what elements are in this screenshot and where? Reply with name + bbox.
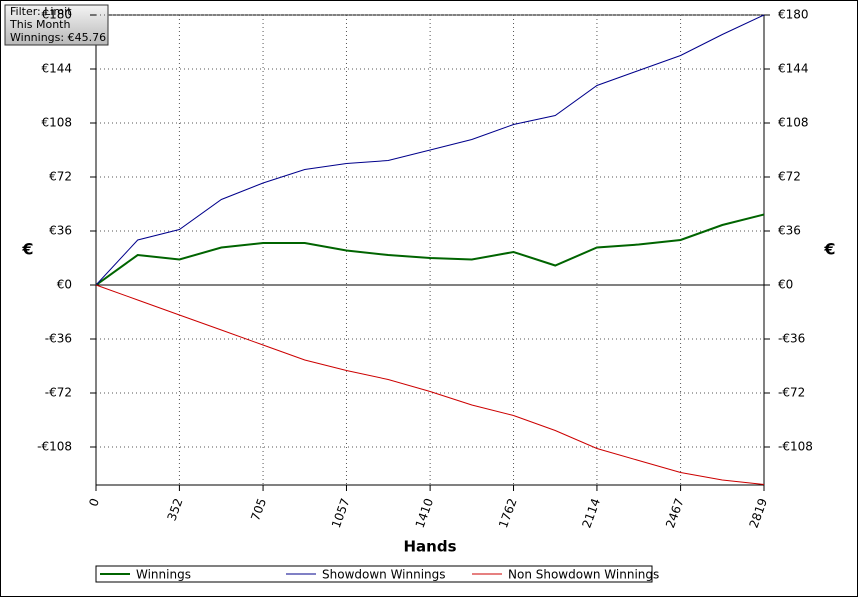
legend [95, 565, 653, 583]
series-line [95, 284, 765, 486]
x-axis-label: Hands [403, 538, 456, 556]
legend-label: Non Showdown Winnings [508, 568, 659, 582]
legend-label: Showdown Winnings [322, 568, 446, 582]
series-line [95, 213, 765, 286]
y2-tick-label: -€72 [778, 386, 805, 400]
y2-tick-label: €36 [778, 224, 801, 238]
y2-tick-label: -€108 [778, 440, 813, 454]
x-tick-label: 0 [86, 496, 102, 508]
y2-tick-label: €0 [778, 278, 793, 292]
y-tick-label: -€108 [37, 440, 72, 454]
y-tick-label: €72 [49, 170, 72, 184]
series-line [95, 14, 765, 286]
y-tick-label: €36 [49, 224, 72, 238]
y2-tick-label: €108 [778, 116, 809, 130]
info-text: Filter: Limit [10, 5, 72, 18]
info-text: Winnings: €45.76 [10, 31, 106, 44]
y2-tick-label: €144 [778, 62, 809, 76]
y2-tick-label: €180 [778, 8, 809, 22]
y-tick-label: €108 [41, 116, 72, 130]
y-axis-label: € [21, 240, 33, 259]
y-tick-label: -€36 [45, 332, 72, 346]
y2-tick-label: €72 [778, 170, 801, 184]
info-box [4, 4, 109, 46]
y-tick-label: €144 [41, 62, 72, 76]
y-tick-label: €0 [57, 278, 72, 292]
info-text: This Month [9, 18, 70, 31]
legend-label: Winnings [136, 568, 191, 582]
info-bg [4, 4, 109, 46]
y-tick-label: -€72 [45, 386, 72, 400]
y2-axis-label: € [823, 240, 835, 259]
y-tick-label: €180 [41, 8, 72, 22]
y2-tick-label: -€36 [778, 332, 805, 346]
